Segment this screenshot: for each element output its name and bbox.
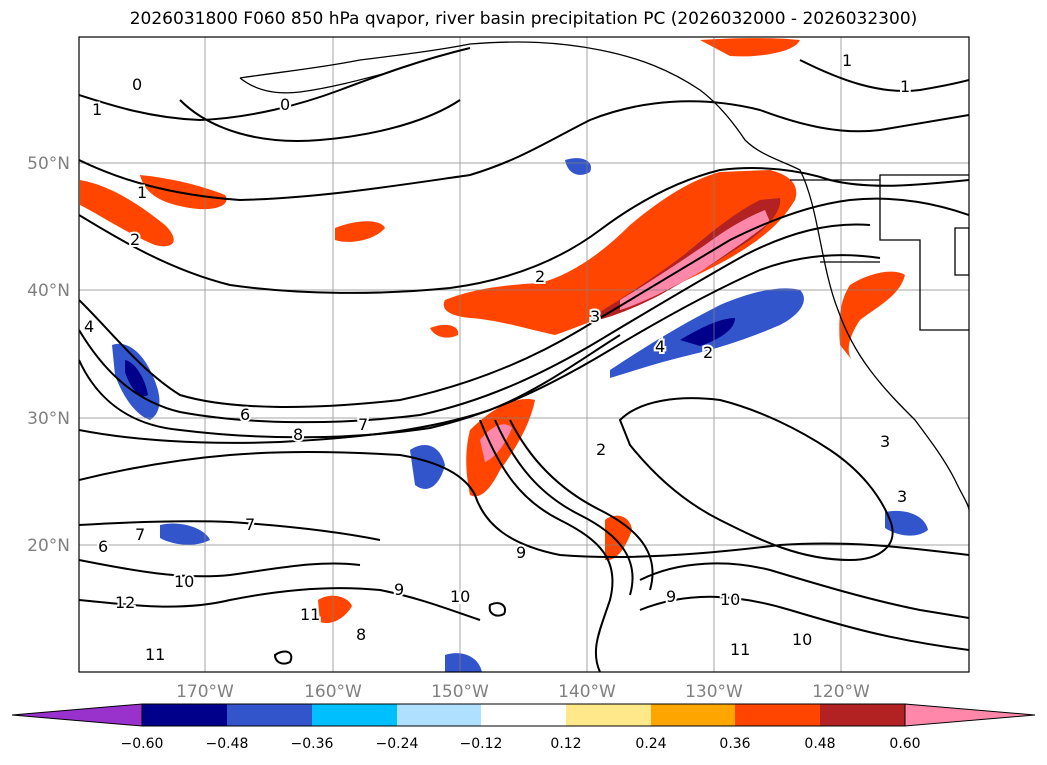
contour-label: 3 bbox=[897, 487, 907, 506]
lon-label-160w: 160°W bbox=[304, 682, 362, 702]
colorbar-segment bbox=[735, 704, 820, 726]
contour-label: 2 bbox=[130, 230, 140, 249]
lat-label-50n: 50°N bbox=[27, 154, 70, 174]
negative-patch-s bbox=[445, 653, 482, 672]
negative-patch-se bbox=[885, 510, 928, 536]
lon-label-130w: 130°W bbox=[685, 682, 743, 702]
contour-label: 4 bbox=[84, 317, 94, 336]
contour-label: 7 bbox=[135, 525, 145, 544]
contour-label: 0 bbox=[132, 75, 142, 94]
positive-patch-mid bbox=[335, 221, 385, 242]
lat-label-40n: 40°N bbox=[27, 281, 70, 301]
contour-label: 11 bbox=[145, 645, 165, 664]
colorbar-tick-label: −0.12 bbox=[460, 736, 503, 752]
colorbar-outline bbox=[141, 703, 906, 727]
precip-positive-shading bbox=[80, 38, 905, 624]
negative-patch-w-core bbox=[125, 360, 148, 397]
lon-label-150w: 150°W bbox=[431, 682, 489, 702]
coastlines bbox=[239, 41, 969, 511]
plot-title: 2026031800 F060 850 hPa qvapor, river ba… bbox=[129, 9, 918, 29]
contour-label: 2 bbox=[596, 440, 606, 459]
negative-patch-sw bbox=[160, 523, 210, 545]
contour-label: 12 bbox=[115, 593, 135, 612]
latitude-labels: 50°N 40°N 30°N 20°N bbox=[27, 154, 70, 556]
contour-label: 1 bbox=[137, 183, 147, 202]
colorbar-tick-label: 0.36 bbox=[719, 736, 750, 752]
lat-label-30n: 30°N bbox=[27, 409, 70, 429]
colorbar-segment bbox=[312, 704, 397, 726]
map-frame bbox=[78, 36, 970, 673]
colorbar-tick-label: −0.60 bbox=[121, 736, 164, 752]
contour-label: 10 bbox=[174, 572, 194, 591]
colorbar-extend-low bbox=[11, 703, 143, 727]
colorbar-segment bbox=[651, 704, 735, 726]
contour-label: 2 bbox=[703, 343, 713, 362]
longitude-labels: 170°W 160°W 150°W 140°W 130°W 120°W bbox=[176, 682, 870, 702]
colorbar-tick-label: 0.60 bbox=[889, 736, 920, 752]
positive-patch-subtrop-core bbox=[480, 424, 512, 462]
contour-label: 9 bbox=[394, 580, 404, 599]
contour-label: 10 bbox=[792, 630, 812, 649]
contour-label-layer: 0 0 1 1 1 1 2 2 2 2 3 3 3 4 4 6 6 7 7 7 … bbox=[82, 49, 912, 666]
colorbar-tick-label: −0.36 bbox=[291, 736, 334, 752]
contour-label: 6 bbox=[98, 537, 108, 556]
contour-label: 7 bbox=[358, 415, 368, 434]
positive-patch-nw bbox=[80, 180, 174, 247]
colorbar-segment bbox=[820, 704, 905, 726]
precip-negative-shading bbox=[112, 158, 928, 672]
colorbar-segment bbox=[142, 704, 227, 726]
colorbar-tick-label: 0.12 bbox=[550, 736, 581, 752]
contour-label: 7 bbox=[245, 515, 255, 534]
contour-label: 2 bbox=[535, 267, 545, 286]
contour-label: 4 bbox=[655, 337, 665, 356]
contour-label: 8 bbox=[293, 425, 303, 444]
colorbar: −0.60 −0.48 −0.36 −0.24 −0.12 0.12 0.24 … bbox=[11, 703, 1036, 752]
colorbar-extend-high bbox=[904, 703, 1036, 727]
contour-label: 9 bbox=[516, 543, 526, 562]
lon-label-120w: 120°W bbox=[812, 682, 870, 702]
contour-label: 10 bbox=[720, 590, 740, 609]
contour-label: 9 bbox=[666, 587, 676, 606]
contour-label: 0 bbox=[280, 95, 290, 114]
contour-label: 6 bbox=[240, 405, 250, 424]
contour-label: 3 bbox=[590, 307, 600, 326]
lon-label-140w: 140°W bbox=[558, 682, 616, 702]
colorbar-segment bbox=[566, 704, 651, 726]
contour-label: 11 bbox=[300, 605, 320, 624]
colorbar-segment bbox=[397, 704, 481, 726]
map-background bbox=[79, 37, 969, 672]
positive-patch-sw bbox=[318, 595, 352, 624]
negative-band-core bbox=[680, 318, 735, 346]
negative-patch-c bbox=[410, 445, 445, 489]
contour-label: 1 bbox=[900, 77, 910, 96]
colorbar-tick-label: 0.48 bbox=[804, 736, 835, 752]
contour-label: 1 bbox=[92, 100, 102, 119]
colorbar-tick-label: 0.24 bbox=[635, 736, 666, 752]
lon-label-170w: 170°W bbox=[176, 682, 234, 702]
positive-patch-n bbox=[700, 38, 800, 57]
contour-label: 8 bbox=[356, 625, 366, 644]
contour-label: 10 bbox=[450, 587, 470, 606]
negative-patch-n bbox=[565, 158, 591, 175]
qvapor-contours bbox=[79, 47, 969, 672]
positive-patch-mid2 bbox=[430, 324, 459, 338]
positive-band-main bbox=[443, 170, 797, 335]
colorbar-segment bbox=[481, 704, 566, 726]
contour-label: 11 bbox=[730, 640, 750, 659]
contour-label: 3 bbox=[880, 432, 890, 451]
contour-label: 1 bbox=[842, 51, 852, 70]
colorbar-tick-label: −0.24 bbox=[376, 736, 419, 752]
lat-label-20n: 20°N bbox=[27, 536, 70, 556]
colorbar-tick-label: −0.48 bbox=[206, 736, 249, 752]
colorbar-segment bbox=[227, 704, 312, 726]
positive-patch-s bbox=[605, 515, 632, 561]
positive-patch-ne bbox=[839, 271, 905, 360]
